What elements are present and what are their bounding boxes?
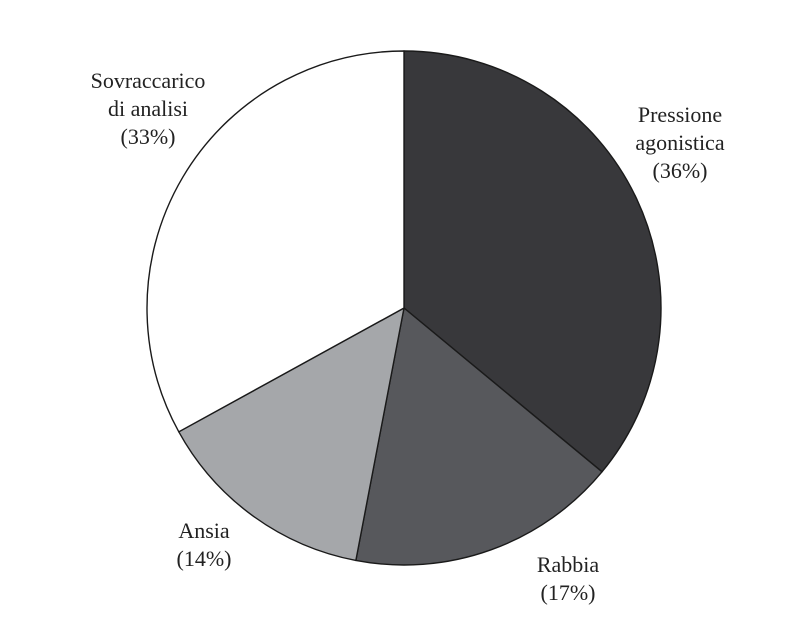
pie-labels: Pressione agonistica (36%) Rabbia (17%) Ansia… <box>91 68 725 605</box>
slice-label-1: Pressione agonistica (36%) <box>635 102 724 183</box>
pie-slice-4 <box>146 50 405 433</box>
pie-slices <box>146 50 662 566</box>
slice-label-4: Sovraccarico di analisi (33%) <box>91 68 206 149</box>
slice-label-2: Rabbia (17%) <box>537 552 600 605</box>
slice-label-line: Ansia <box>178 518 230 543</box>
pie-slice-3 <box>178 307 405 562</box>
slice-label-line: Rabbia <box>537 552 600 577</box>
slice-percent-label: (17%) <box>541 580 596 605</box>
slice-percent-label: (14%) <box>177 546 232 571</box>
slice-label-line: Sovraccarico <box>91 68 206 93</box>
slice-label-3: Ansia (14%) <box>177 518 232 571</box>
slice-label-line: agonistica <box>635 130 724 155</box>
pie-slice-1 <box>403 50 662 473</box>
slice-percent-label: (33%) <box>121 124 176 149</box>
slice-percent-label: (36%) <box>653 158 708 183</box>
slice-label-line: Pressione <box>638 102 722 127</box>
slice-label-line: di analisi <box>108 96 188 121</box>
pie-slice-2 <box>355 307 603 566</box>
